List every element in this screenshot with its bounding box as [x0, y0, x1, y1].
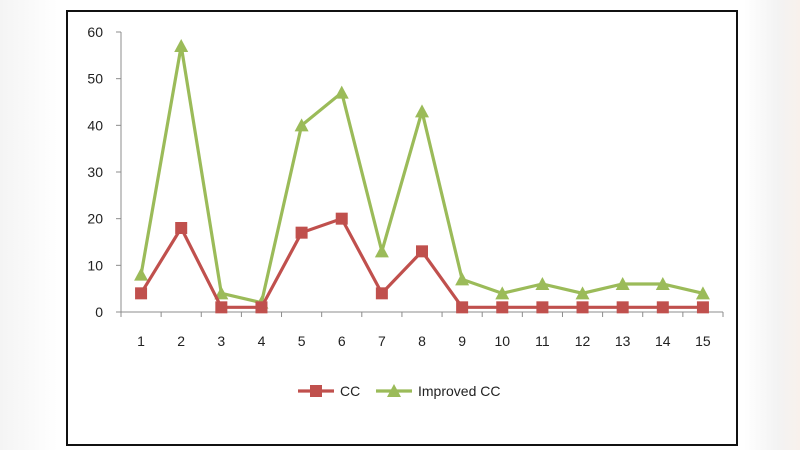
- series-layer: [134, 39, 710, 314]
- legend-item-cc: CC: [298, 383, 360, 399]
- improved-cc-point: [174, 39, 189, 52]
- left-margin: [0, 0, 58, 450]
- x-tick-label: 9: [458, 333, 466, 349]
- y-tick-label: 10: [87, 257, 103, 273]
- x-tick-label: 5: [298, 333, 306, 349]
- cc-point: [536, 301, 549, 314]
- improved-cc-point: [615, 277, 630, 290]
- legend-item-improved-cc: Improved CC: [376, 383, 500, 399]
- cc-point: [496, 301, 509, 314]
- x-tick-label: 3: [217, 333, 225, 349]
- x-tick-label: 12: [575, 333, 591, 349]
- series-improved-cc: [134, 39, 710, 309]
- improved-cc-point: [294, 118, 309, 132]
- improved-cc-point: [334, 85, 349, 99]
- x-tick-label: 10: [494, 333, 510, 349]
- x-tick-label: 15: [695, 333, 711, 349]
- legend: CC Improved CC: [298, 383, 500, 399]
- right-margin: [744, 0, 800, 450]
- cc-point: [375, 287, 388, 300]
- cc-point: [616, 301, 629, 314]
- legend-label: Improved CC: [418, 383, 500, 399]
- y-tick-label: 30: [87, 164, 103, 180]
- improved-cc-point: [214, 286, 229, 300]
- improved-cc-point: [535, 277, 550, 290]
- y-tick-label: 40: [87, 117, 103, 133]
- improved-cc-point: [134, 267, 149, 281]
- x-tick-label: 7: [378, 333, 386, 349]
- y-tick-label: 0: [95, 304, 103, 320]
- improved-cc-point: [374, 244, 389, 258]
- improved-cc-point: [695, 286, 710, 300]
- improved-cc-point: [495, 286, 510, 300]
- x-tick-label: 6: [338, 333, 346, 349]
- cc-point: [175, 222, 188, 234]
- cc-point: [255, 301, 268, 314]
- cc-point: [295, 226, 308, 239]
- improved-cc-point: [455, 272, 470, 286]
- y-tick-label: 50: [87, 71, 103, 87]
- cc-point: [656, 301, 669, 314]
- x-tick-label: 14: [655, 333, 671, 349]
- cc-point: [335, 212, 348, 225]
- improved-cc-point: [415, 104, 429, 118]
- x-tick-label: 13: [615, 333, 631, 349]
- cc-point: [135, 287, 148, 300]
- series-cc: [135, 212, 709, 314]
- cc-point: [456, 301, 469, 314]
- improved-cc-point: [655, 277, 670, 290]
- legend-marker: [387, 384, 401, 397]
- x-tick-label: 2: [177, 333, 185, 349]
- x-tick-label: 11: [535, 333, 550, 349]
- cc-point: [696, 301, 709, 314]
- x-tick-label: 8: [418, 333, 426, 349]
- cc-point: [576, 301, 589, 314]
- improved-cc-point: [575, 286, 590, 300]
- y-tick-label: 60: [87, 24, 103, 40]
- legend-marker: [310, 385, 322, 397]
- x-tick-label: 1: [137, 333, 145, 349]
- cc-point: [416, 245, 428, 258]
- legend-label: CC: [340, 383, 360, 399]
- y-tick-label: 20: [87, 211, 103, 227]
- improved-cc-line: [139, 45, 704, 305]
- x-tick-label: 4: [258, 333, 266, 349]
- cc-point: [215, 301, 228, 314]
